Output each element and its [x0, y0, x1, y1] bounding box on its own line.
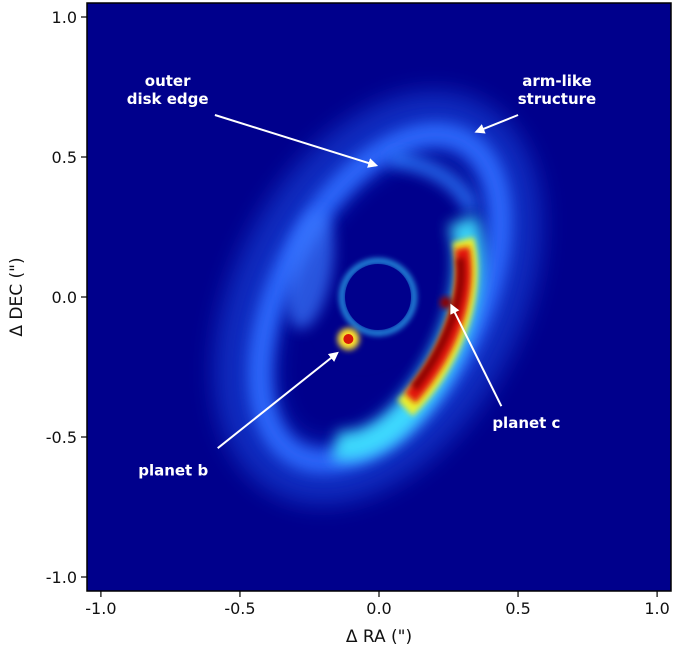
y-tick-label: -0.5: [46, 428, 77, 447]
x-axis-label: Δ RA ("): [346, 627, 412, 647]
x-tick-label: -0.5: [224, 599, 255, 618]
y-axis-ticks: -1.0 -0.5 0.0 0.5 1.0: [46, 8, 87, 587]
x-tick-label: 0.0: [366, 599, 391, 618]
x-tick-label: -1.0: [85, 599, 116, 618]
coronagraph-mask: [345, 264, 411, 330]
annotation-arrow: [450, 303, 503, 407]
y-tick-label: 0.5: [52, 148, 77, 167]
x-axis-ticks: -1.0 -0.5 0.0 0.5 1.0: [85, 591, 670, 618]
y-tick-label: 1.0: [52, 8, 77, 27]
annotation-label: arm-like: [522, 72, 591, 90]
planet-b: [337, 328, 360, 350]
annotation-arrow: [474, 114, 519, 134]
annotation-arrow: [214, 114, 379, 168]
x-tick-label: 1.0: [644, 599, 669, 618]
annotation-label: outer: [145, 72, 191, 90]
west-wing: [285, 210, 335, 330]
planet-b-core: [343, 334, 354, 344]
annotation-label: structure: [518, 90, 597, 108]
y-tick-label: -1.0: [46, 568, 77, 587]
annotation-label: planet b: [138, 462, 208, 480]
y-axis-label: Δ DEC ("): [7, 257, 27, 336]
disk-emission: [213, 91, 543, 505]
crescent-core: [410, 257, 465, 391]
y-tick-label: 0.0: [52, 288, 77, 307]
arm-like-structure: [388, 150, 480, 214]
annotation-label: planet c: [492, 414, 560, 432]
annotation-arrow: [217, 351, 339, 449]
annotation-label: disk edge: [127, 90, 209, 108]
planet-c-blob: [439, 296, 452, 309]
x-tick-label: 0.5: [505, 599, 530, 618]
mask-rim: [339, 258, 417, 336]
